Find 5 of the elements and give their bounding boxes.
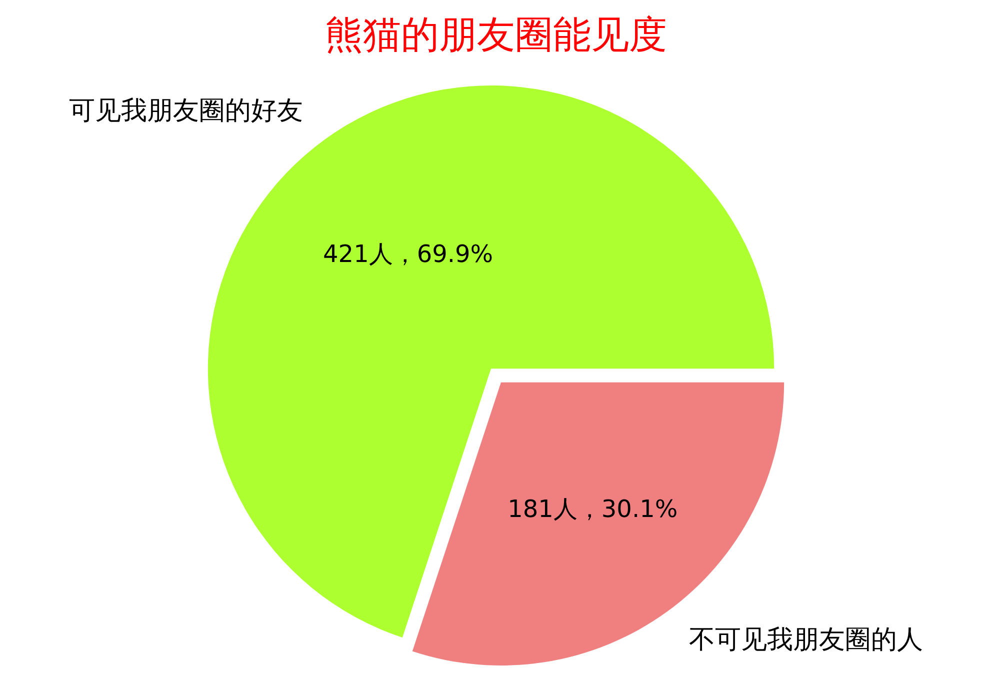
data-label: 181人，30.1% [508, 495, 678, 524]
chart-title: 熊猫的朋友圈能见度 [325, 12, 667, 56]
data-label: 421人，69.9% [323, 240, 494, 268]
slice-label: 可见我朋友圈的好友 [69, 96, 303, 126]
slice-label: 不可见我朋友圈的人 [689, 625, 923, 655]
